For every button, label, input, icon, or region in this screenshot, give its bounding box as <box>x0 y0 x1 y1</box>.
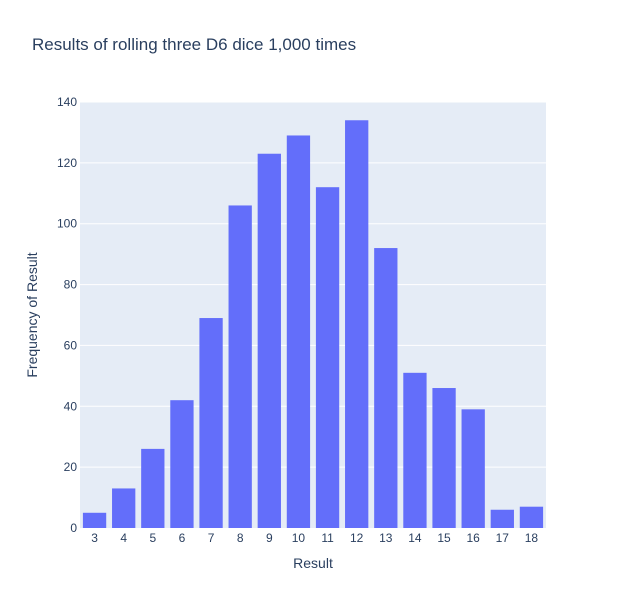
x-tick-label: 7 <box>208 531 215 545</box>
bar-18 <box>519 506 544 528</box>
x-tick-label: 4 <box>120 531 127 545</box>
y-tick-labels: 0 20 40 60 80 100 120 140 <box>57 95 77 535</box>
x-tick-label: 16 <box>467 531 481 545</box>
x-tick-label: 5 <box>149 531 156 545</box>
x-tick-label: 15 <box>437 531 451 545</box>
y-tick-label: 120 <box>57 156 77 170</box>
bar-10 <box>286 135 311 528</box>
y-axis-title: Frequency of Result <box>24 252 40 377</box>
x-tick-label: 11 <box>321 531 334 545</box>
x-tick-label: 3 <box>91 531 98 545</box>
bar-6 <box>170 400 194 528</box>
x-tick-labels: 3 4 5 6 7 8 9 10 11 12 13 14 15 16 17 18 <box>91 531 538 545</box>
bar-14 <box>403 372 427 528</box>
y-tick-label: 140 <box>57 95 77 109</box>
x-tick-label: 14 <box>408 531 422 545</box>
x-tick-label: 8 <box>237 531 244 545</box>
bar-3 <box>82 512 107 528</box>
bar-13 <box>374 248 398 529</box>
x-tick-label: 12 <box>350 531 364 545</box>
bar-17 <box>490 509 514 528</box>
bar-15 <box>432 388 456 528</box>
y-tick-label: 80 <box>64 278 78 292</box>
y-tick-label: 60 <box>64 338 78 352</box>
y-tick-label: 0 <box>70 521 77 535</box>
x-tick-label: 10 <box>292 531 306 545</box>
y-tick-label: 40 <box>64 399 78 413</box>
bars <box>82 120 544 529</box>
bar-9 <box>257 153 281 528</box>
bar-16 <box>461 409 485 528</box>
x-tick-label: 13 <box>379 531 393 545</box>
bar-5 <box>141 448 165 528</box>
x-tick-label: 9 <box>266 531 273 545</box>
chart-title: Results of rolling three D6 dice 1,000 t… <box>32 35 356 54</box>
x-axis-title: Result <box>293 555 333 571</box>
y-tick-label: 20 <box>64 460 78 474</box>
bar-7 <box>199 318 223 528</box>
bar-8 <box>228 205 252 528</box>
x-tick-label: 6 <box>179 531 186 545</box>
bar-11 <box>315 187 340 528</box>
x-tick-label: 18 <box>525 531 539 545</box>
x-tick-label: 17 <box>496 531 510 545</box>
y-tick-label: 100 <box>57 217 77 231</box>
bar-12 <box>345 120 369 528</box>
bar-4 <box>112 488 136 528</box>
